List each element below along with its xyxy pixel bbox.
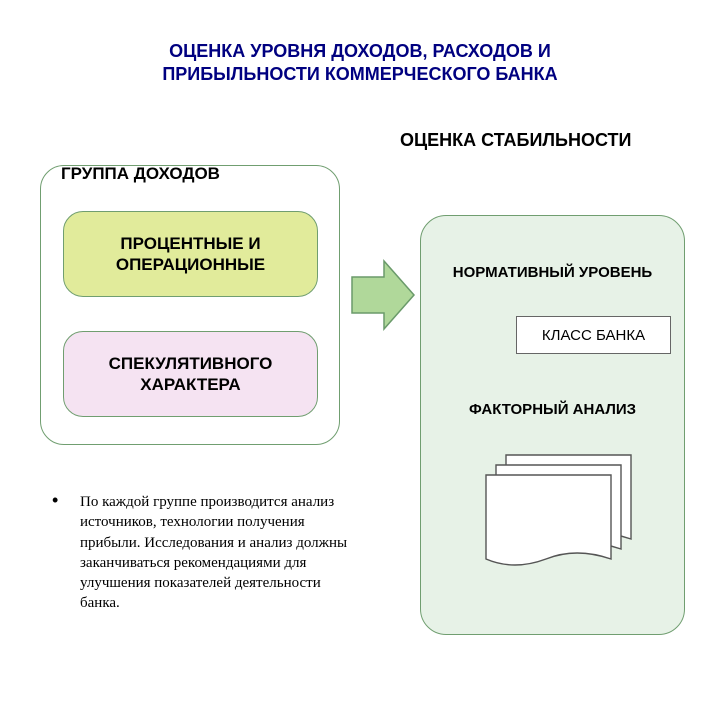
bullet-icon: •: [52, 490, 58, 511]
arrow-icon: [348, 255, 418, 340]
title-line-2: ПРИБЫЛЬНОСТИ КОММЕРЧЕСКОГО БАНКА: [162, 64, 557, 84]
income-group-box-2: СПЕКУЛЯТИВНОГО ХАРАКТЕРА: [63, 331, 318, 417]
main-title: ОЦЕНКА УРОВНЯ ДОХОДОВ, РАСХОДОВ И ПРИБЫЛ…: [0, 40, 720, 87]
box2-line1: СПЕКУЛЯТИВНОГО: [109, 354, 273, 373]
box1-line2: ОПЕРАЦИОННЫЕ: [116, 255, 265, 274]
left-panel: ГРУППА ДОХОДОВ ПРОЦЕНТНЫЕ И ОПЕРАЦИОННЫЕ…: [40, 165, 340, 445]
factor-analysis-label: ФАКТОРНЫЙ АНАЛИЗ: [421, 401, 684, 418]
normative-level-label: НОРМАТИВНЫЙ УРОВЕНЬ: [421, 264, 684, 281]
box1-line1: ПРОЦЕНТНЫЕ И: [120, 234, 260, 253]
subtitle: ОЦЕНКА СТАБИЛЬНОСТИ: [400, 130, 700, 151]
title-line-1: ОЦЕНКА УРОВНЯ ДОХОДОВ, РАСХОДОВ И: [169, 41, 551, 61]
documents-icon: [476, 451, 641, 591]
left-panel-title: ГРУППА ДОХОДОВ: [61, 164, 220, 184]
note-text: По каждой группе производится анализ ист…: [80, 492, 360, 614]
right-panel: НОРМАТИВНЫЙ УРОВЕНЬ КЛАСС БАНКА ФАКТОРНЫ…: [420, 215, 685, 635]
income-group-box-1: ПРОЦЕНТНЫЕ И ОПЕРАЦИОННЫЕ: [63, 211, 318, 297]
bank-class-box: КЛАСС БАНКА: [516, 316, 671, 354]
box2-line2: ХАРАКТЕРА: [140, 375, 240, 394]
